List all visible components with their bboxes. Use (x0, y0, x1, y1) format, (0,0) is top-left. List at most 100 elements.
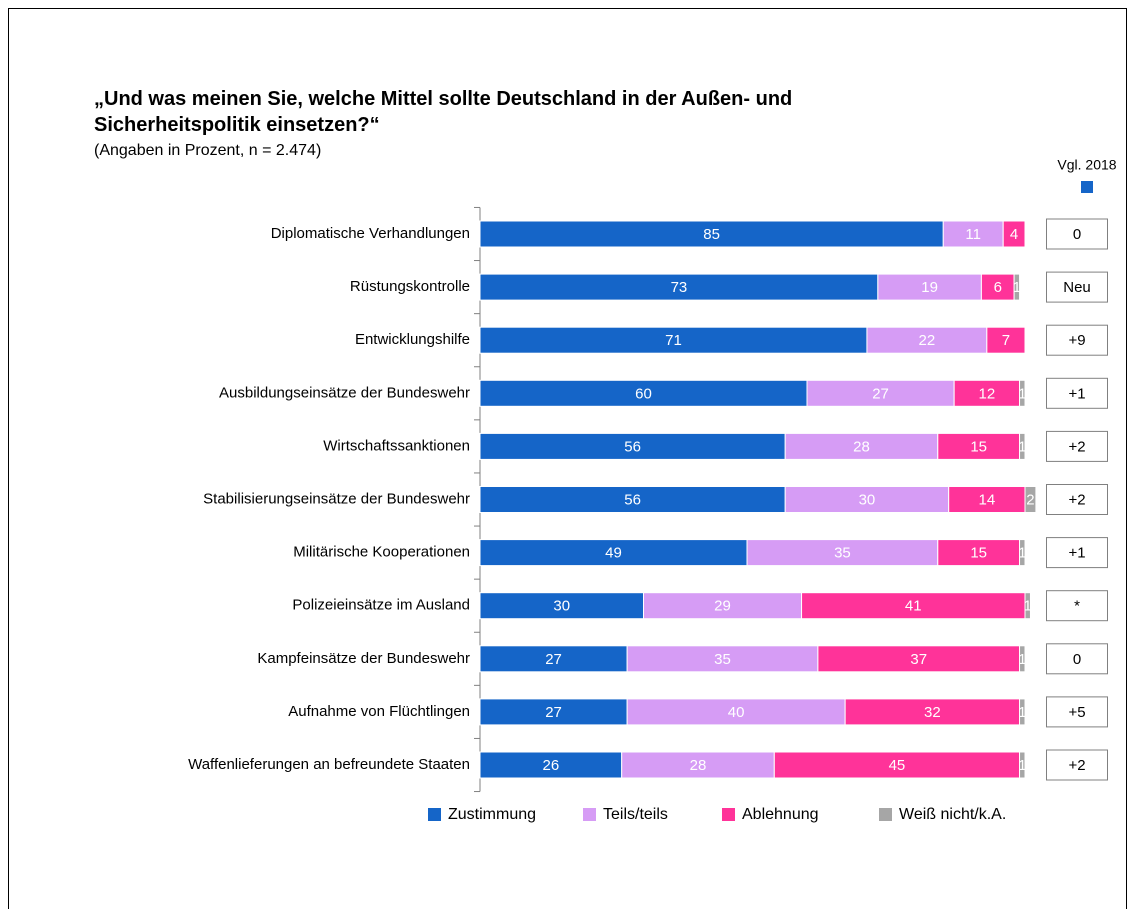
bar-segment (479, 486, 786, 513)
data-label: 56 (624, 491, 641, 508)
bar-segment (1024, 486, 1037, 513)
frame (8, 8, 1127, 909)
data-label: 27 (872, 385, 889, 402)
bar-segment (1002, 220, 1026, 248)
data-label: 22 (919, 332, 936, 349)
comparison-value: 0 (1073, 651, 1081, 668)
bar-segment (784, 432, 939, 460)
y-tick-label: Stabilisierungseinsätze der Bundeswehr (203, 490, 470, 507)
comparison-value: +2 (1068, 757, 1085, 774)
bar-segment (621, 751, 775, 779)
data-label: 4 (1010, 226, 1018, 243)
bar-segment (1013, 273, 1021, 301)
comparison-box (1046, 377, 1108, 409)
data-label: 30 (553, 598, 570, 615)
data-label: 35 (834, 545, 851, 562)
comparison-value: Neu (1063, 279, 1091, 296)
bar-segment (1019, 379, 1026, 407)
bar-segment (1019, 432, 1026, 460)
data-label: 41 (905, 598, 922, 615)
data-label: 15 (970, 545, 987, 562)
y-tick-label: Aufnahme von Flüchtlingen (288, 703, 470, 720)
data-label: 1 (1024, 598, 1032, 615)
bar-segment (1024, 592, 1031, 620)
data-label: 73 (671, 279, 688, 296)
data-label: 15 (970, 438, 987, 455)
bar-segment (746, 539, 939, 567)
comparison-value: +1 (1068, 545, 1085, 562)
y-tick-label: Ausbildungseinsätze der Bundeswehr (219, 384, 470, 401)
bar-segment (806, 379, 955, 407)
bar-segment (479, 326, 868, 354)
bar-segment (479, 698, 628, 726)
bar-segment (817, 645, 1021, 673)
bar-segment (844, 698, 1021, 726)
data-label: 19 (921, 279, 938, 296)
legend-label: Weiß nicht/k.A. (899, 806, 1006, 823)
data-label: 49 (605, 545, 622, 562)
comparison-box (1046, 696, 1108, 728)
comparison-value: +2 (1068, 491, 1085, 508)
comparison-box (1046, 324, 1108, 356)
bar-segment (1019, 539, 1026, 567)
legend-label: Zustimmung (448, 806, 536, 823)
comparison-marker (1081, 181, 1093, 193)
comparison-value: +2 (1068, 438, 1085, 455)
data-label: 85 (703, 226, 720, 243)
data-label: 11 (965, 226, 981, 243)
bar-segment (948, 486, 1026, 513)
bar-segment (479, 379, 808, 407)
bar-segment (953, 379, 1021, 407)
data-label: 56 (624, 438, 641, 455)
bar-segment (784, 486, 950, 513)
data-label: 40 (728, 704, 745, 721)
bar-segment (479, 592, 644, 620)
legend-label: Teils/teils (603, 806, 668, 823)
data-label: 1 (1018, 757, 1026, 774)
data-label: 1 (1018, 651, 1026, 668)
comparison-box (1046, 749, 1108, 781)
data-label: 2 (1026, 491, 1034, 508)
y-tick-label: Polizeieinsätze im Ausland (292, 597, 470, 614)
y-tick-label: Diplomatische Verhandlungen (271, 225, 470, 242)
data-label: 1 (1018, 704, 1026, 721)
data-label: 71 (665, 332, 682, 349)
data-label: 32 (924, 704, 941, 721)
data-label: 35 (714, 651, 731, 668)
legend-swatch (722, 808, 735, 821)
data-label: 37 (910, 651, 927, 668)
legend-swatch (428, 808, 441, 821)
y-tick-label: Kampfeinsätze der Bundeswehr (257, 650, 470, 667)
data-label: 26 (543, 757, 560, 774)
data-label: 28 (853, 438, 870, 455)
data-label: 1 (1018, 385, 1026, 402)
bar-segment (643, 592, 803, 620)
bar-segment (773, 751, 1021, 779)
data-label: 6 (994, 279, 1002, 296)
bar-segment (1019, 751, 1026, 779)
data-label: 30 (859, 491, 876, 508)
comparison-value: +1 (1068, 385, 1085, 402)
data-label: 14 (979, 491, 996, 508)
comparison-box (1046, 590, 1108, 622)
comparison-value: +9 (1068, 332, 1085, 349)
comparison-value: 0 (1073, 226, 1081, 243)
comparison-box (1046, 484, 1108, 515)
data-label: 1 (1013, 279, 1021, 296)
bar-segment (937, 432, 1021, 460)
y-tick-label: Rüstungskontrolle (350, 278, 470, 295)
data-label: 28 (690, 757, 707, 774)
y-tick-label: Entwicklungshilfe (355, 331, 470, 348)
comparison-box (1046, 218, 1108, 250)
chart-subtitle: (Angaben in Prozent, n = 2.474) (94, 142, 322, 159)
bar-segment (980, 273, 1015, 301)
legend-swatch (583, 808, 596, 821)
bar-segment (1019, 645, 1026, 673)
y-tick-label: Militärische Kooperationen (293, 544, 470, 561)
y-tick-label: Waffenlieferungen an befreundete Staaten (188, 756, 470, 773)
y-tick-label: Wirtschaftssanktionen (323, 437, 470, 454)
comparison-box (1046, 643, 1108, 675)
bar-segment (866, 326, 988, 354)
